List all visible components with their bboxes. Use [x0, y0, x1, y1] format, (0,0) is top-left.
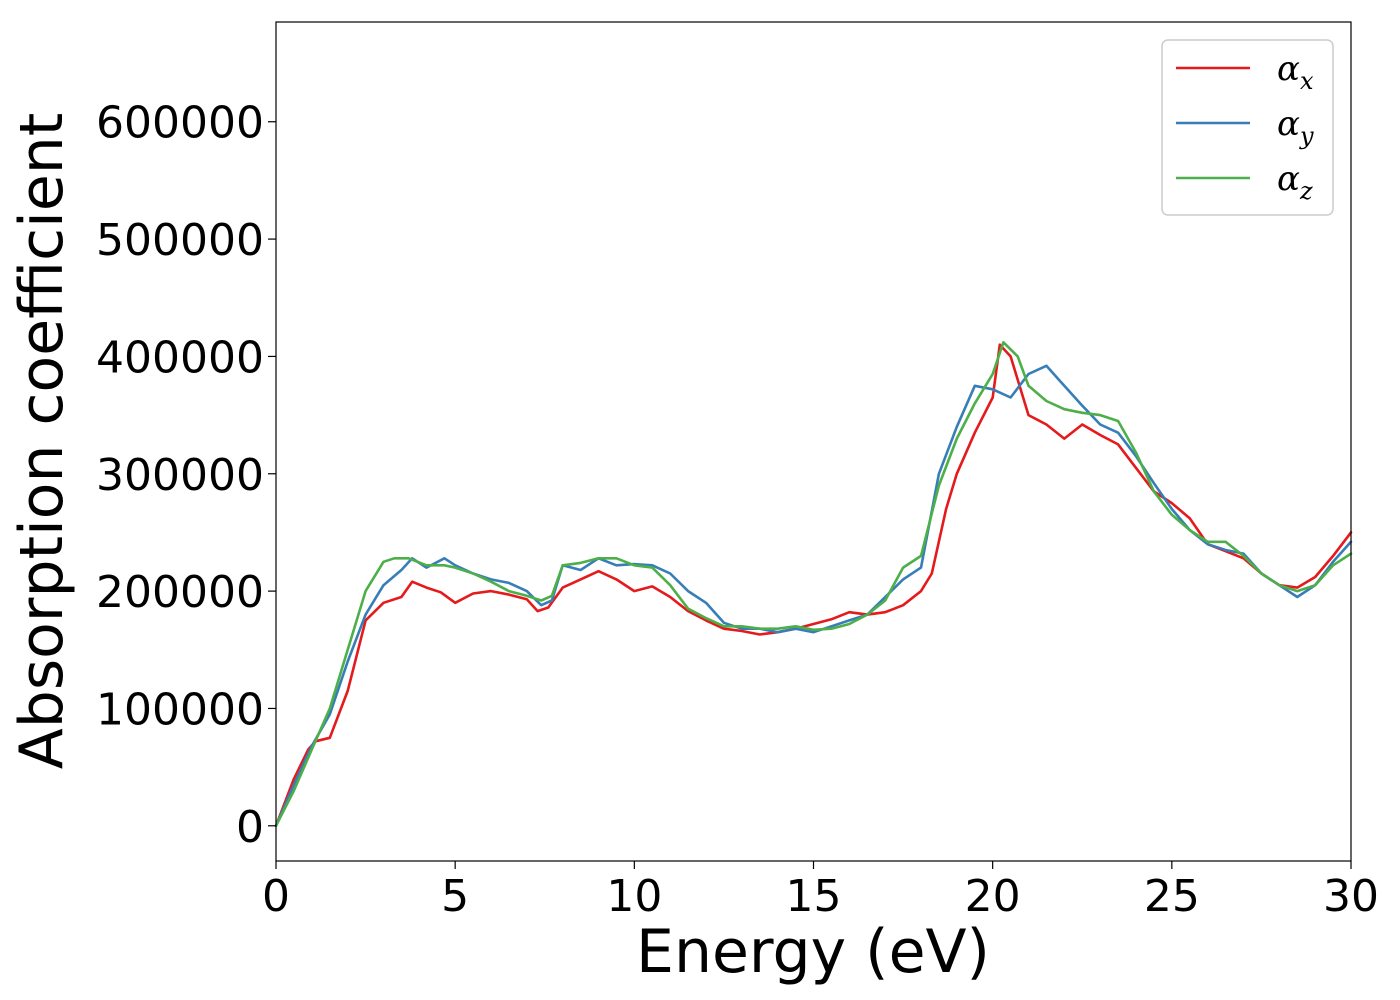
y-tick-label: 200000 [96, 567, 264, 618]
y-tick-label: 0 [236, 802, 264, 853]
x-tick-label: 25 [1144, 871, 1200, 922]
x-tick-label: 20 [965, 871, 1021, 922]
y-tick-label: 300000 [96, 450, 264, 501]
y-axis-label: Absorption coefficient [7, 113, 77, 770]
y-tick-label: 400000 [96, 332, 264, 383]
x-tick-label: 30 [1323, 871, 1379, 922]
x-axis: 0 5 10 15 20 25 30 [262, 861, 1379, 922]
y-tick-label: 600000 [96, 98, 264, 149]
y-axis: 0 100000 200000 300000 400000 500000 600000 [96, 98, 276, 853]
y-tick-label: 500000 [96, 215, 264, 266]
series-line-z [274, 340, 1353, 828]
series-line-x [274, 343, 1353, 828]
series-line-y [274, 364, 1353, 828]
series-layer [274, 340, 1353, 828]
x-tick-label: 5 [441, 871, 469, 922]
x-tick-label: 10 [606, 871, 662, 922]
legend-frame [1161, 39, 1334, 216]
y-tick-label: 100000 [96, 684, 264, 735]
x-tick-label: 0 [262, 871, 290, 922]
x-axis-label: Energy (eV) [636, 917, 990, 987]
x-tick-label: 15 [786, 871, 842, 922]
